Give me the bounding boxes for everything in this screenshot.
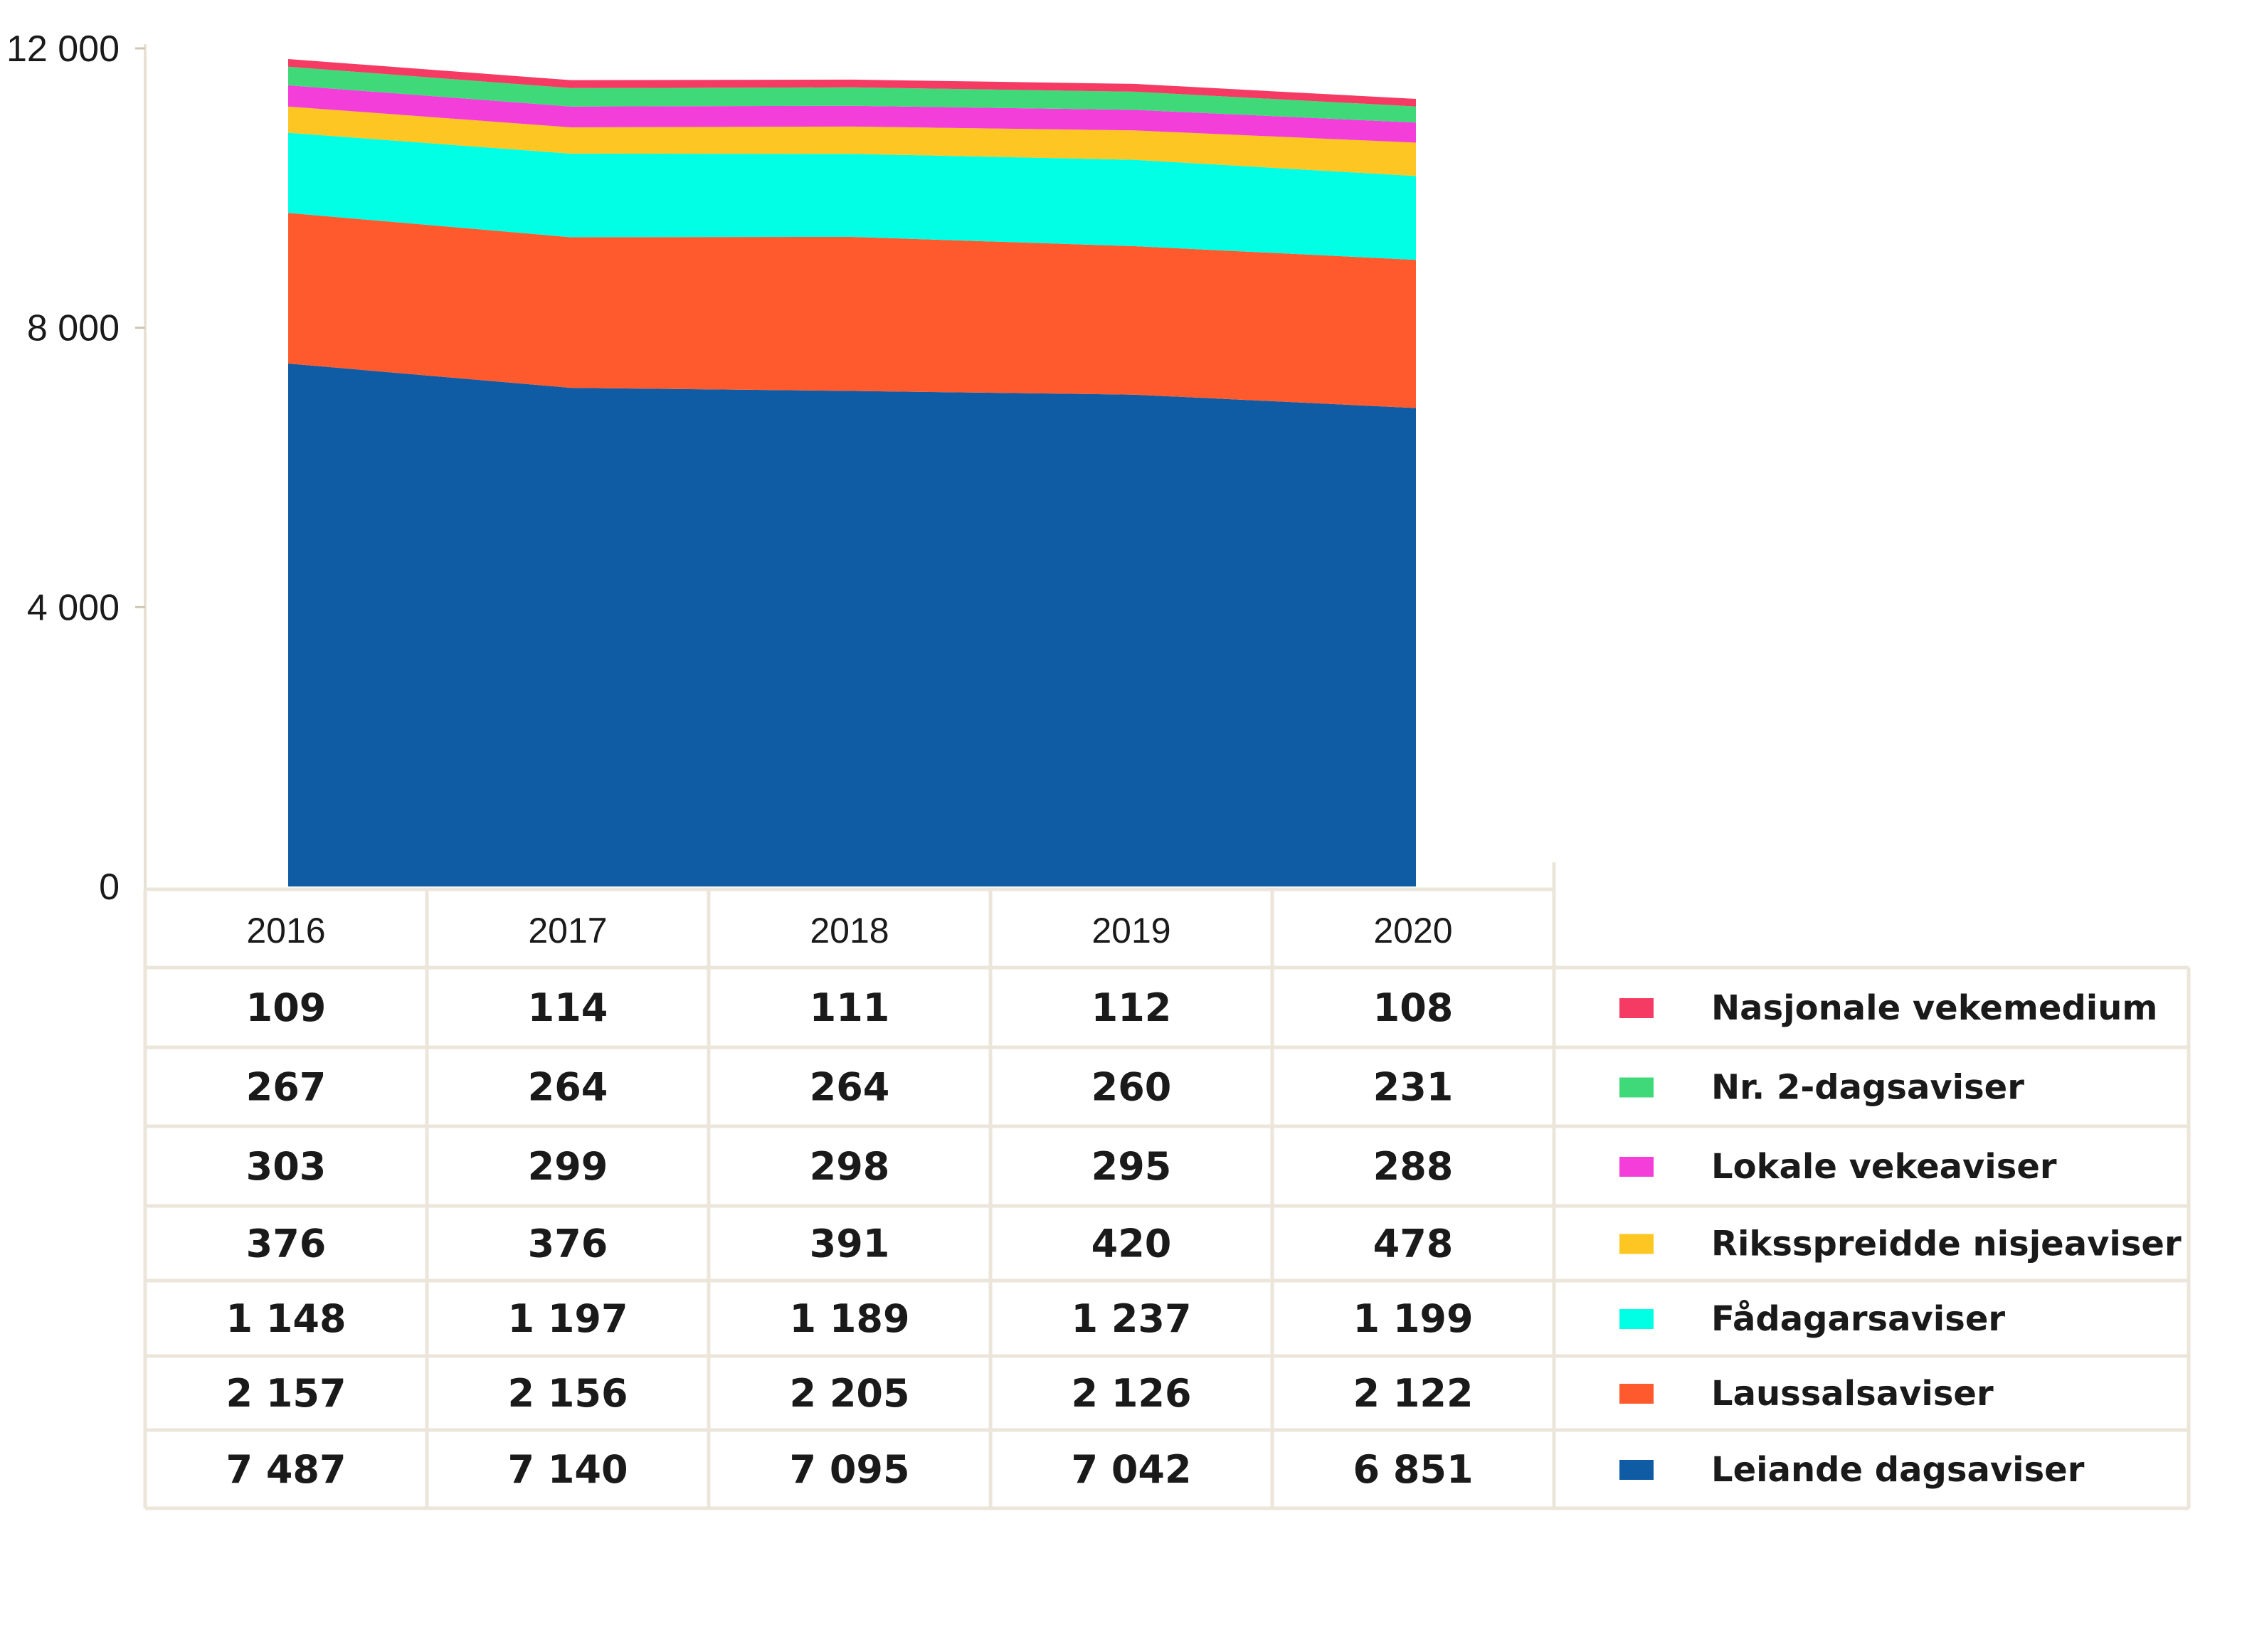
y-axis: 0 4 000 8 000 12 000 [6, 28, 147, 908]
area-leiande-dagsaviser [288, 364, 1416, 886]
year-header: 2018 [810, 911, 889, 951]
table-cell-value: 2 122 [1353, 1371, 1473, 1416]
legend-swatch [1619, 1309, 1654, 1329]
legend-label: Riksspreidde nisjeaviser [1711, 1224, 2182, 1264]
table-cell-value: 376 [246, 1222, 327, 1266]
area-riksspreidde-nisjeaviser [288, 106, 1416, 176]
table-cell-value: 1 197 [507, 1296, 628, 1341]
table-cell-value: 7 140 [507, 1447, 628, 1492]
table-cell-value: 267 [246, 1065, 327, 1110]
table-cell-value: 303 [246, 1144, 327, 1189]
year-header: 2019 [1091, 911, 1170, 951]
table-cell-value: 264 [528, 1065, 608, 1110]
year-header: 2016 [246, 911, 325, 951]
table-cell-value: 7 042 [1071, 1447, 1191, 1492]
legend-swatch [1619, 1234, 1654, 1254]
table-cell-value: 295 [1091, 1144, 1172, 1189]
table-cell-value: 108 [1373, 985, 1454, 1030]
table-cell-value: 7 095 [789, 1447, 909, 1492]
y-tick-label: 8 000 [27, 308, 120, 349]
legend-label: Fådagarsaviser [1711, 1299, 2005, 1339]
table-cell-value: 2 126 [1071, 1371, 1191, 1416]
table-cell-value: 260 [1091, 1065, 1172, 1110]
table-cell-value: 2 156 [507, 1371, 628, 1416]
area-layers [288, 59, 1416, 886]
table-cell-value: 298 [810, 1144, 890, 1189]
area-lokale-vekeaviser [288, 85, 1416, 143]
legend-label: Nasjonale vekemedium [1711, 988, 2157, 1028]
table-cell-value: 376 [528, 1222, 608, 1266]
legend-swatch [1619, 1077, 1654, 1098]
legend-label: Lokale vekeaviser [1711, 1147, 2057, 1187]
table-cell-value: 109 [246, 985, 327, 1030]
table-cell-value: 1 199 [1353, 1296, 1473, 1341]
year-header: 2017 [528, 911, 607, 951]
table-cell-value: 111 [810, 985, 890, 1030]
table-cell-value: 420 [1091, 1222, 1172, 1266]
table-cell-value: 391 [810, 1222, 890, 1266]
table-cell-value: 231 [1373, 1065, 1454, 1110]
area-laussalsaviser [288, 213, 1416, 408]
legend-label: Laussalsaviser [1711, 1374, 1994, 1414]
table-cell-value: 112 [1091, 985, 1172, 1030]
area-f-dagarsaviser [288, 132, 1416, 260]
table-cell-value: 7 487 [226, 1447, 346, 1492]
y-tick-label: 4 000 [27, 587, 120, 628]
year-header: 2020 [1373, 911, 1452, 951]
table-cell-value: 1 237 [1071, 1296, 1191, 1341]
legend: Nasjonale vekemedium Nr. 2-dagsaviser Loka… [1619, 988, 2182, 1490]
table-cell-value: 2 157 [226, 1371, 346, 1416]
legend-swatch [1619, 1384, 1654, 1404]
area-nr-2-dagsaviser [288, 66, 1416, 123]
y-tick-label: 12 000 [6, 28, 120, 70]
data-table: 2016 2017 2018 2019 2020 109 114 111 112 108 267 26… [143, 862, 2191, 1510]
table-cell-value: 264 [810, 1065, 890, 1110]
table-cell-value: 478 [1373, 1222, 1454, 1266]
table-cell-value: 1 189 [789, 1296, 909, 1341]
area-nasjonale-vekemedium [288, 59, 1416, 107]
y-tick-label: 0 [99, 867, 120, 908]
table-cell-value: 6 851 [1353, 1447, 1473, 1492]
legend-label: Leiande dagsaviser [1711, 1450, 2085, 1490]
table-cell-value: 2 205 [789, 1371, 909, 1416]
legend-swatch [1619, 1157, 1654, 1177]
legend-swatch [1619, 998, 1654, 1018]
table-cell-value: 114 [528, 985, 608, 1030]
legend-swatch [1619, 1460, 1654, 1480]
table-cell-value: 299 [528, 1144, 608, 1189]
table-cell-value: 1 148 [226, 1296, 346, 1341]
legend-label: Nr. 2-dagsaviser [1711, 1068, 2024, 1108]
table-cell-value: 288 [1373, 1144, 1454, 1189]
